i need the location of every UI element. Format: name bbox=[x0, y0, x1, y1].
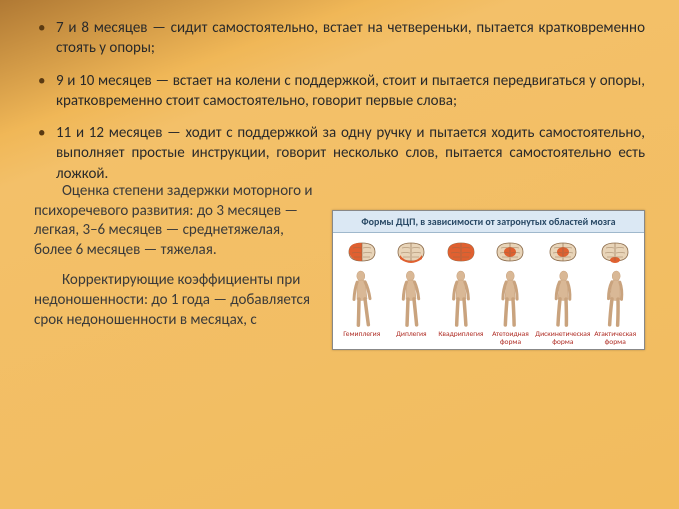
figure-cell-label: Квадриплегия bbox=[438, 331, 483, 347]
figure-cell-label: Гемиплегия bbox=[343, 331, 380, 347]
person-icon bbox=[348, 269, 376, 329]
figure-cell: Гемиплегия bbox=[337, 239, 387, 347]
brain-icon bbox=[345, 239, 379, 265]
coefficients-paragraph: Корректирующие коэффициенты при недоноше… bbox=[34, 271, 314, 330]
figure-cell-label: Дискинетическая форма bbox=[535, 331, 590, 347]
bullet-item: 7 и 8 месяцев — сидит самостоятельно, вс… bbox=[34, 18, 645, 59]
figure-cell: Атактическая форма bbox=[590, 239, 640, 347]
figure-cell-label: Атактическая форма bbox=[590, 331, 640, 347]
brain-icon bbox=[546, 239, 580, 265]
figure-cell: Диплегия bbox=[387, 239, 437, 347]
brain-icon bbox=[493, 239, 527, 265]
person-icon bbox=[549, 269, 577, 329]
brain-icon bbox=[598, 239, 632, 265]
paragraph-column: Оценка степени задержки моторного и псих… bbox=[34, 182, 314, 341]
person-icon bbox=[601, 269, 629, 329]
figure-cell: Квадриплегия bbox=[436, 239, 486, 347]
figure-cell-label: Диплегия bbox=[396, 331, 427, 347]
person-icon bbox=[447, 269, 475, 329]
brain-icon bbox=[444, 239, 478, 265]
figure-cell: Атетоидная форма bbox=[486, 239, 536, 347]
person-icon bbox=[397, 269, 425, 329]
bullet-item: 9 и 10 месяцев — встает на колени с подд… bbox=[34, 71, 645, 112]
bullet-item: 11 и 12 месяцев — ходит с поддержкой за … bbox=[34, 123, 645, 184]
figure-row: Гемиплегия Диплегия КвадриплегияАтетоидная… bbox=[333, 233, 644, 349]
figure-cell-label: Атетоидная форма bbox=[486, 331, 536, 347]
brain-icon bbox=[394, 239, 428, 265]
person-icon bbox=[496, 269, 524, 329]
figure-cell: Дискинетическая форма bbox=[535, 239, 590, 347]
figure-title: Формы ДЦП, в зависимости от затронутых о… bbox=[333, 211, 644, 233]
milestones-list: 7 и 8 месяцев — сидит самостоятельно, вс… bbox=[34, 18, 645, 184]
assessment-paragraph: Оценка степени задержки моторного и псих… bbox=[34, 182, 314, 261]
cp-forms-figure: Формы ДЦП, в зависимости от затронутых о… bbox=[332, 210, 645, 350]
